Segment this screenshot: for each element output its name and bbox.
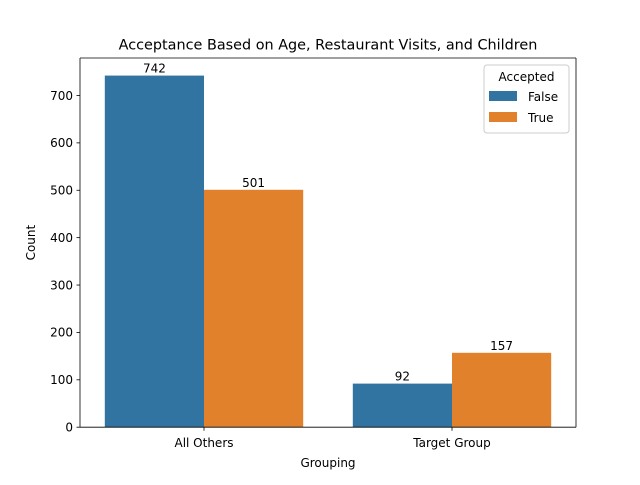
x-tick-label: All Others bbox=[174, 436, 233, 450]
y-tick-label: 100 bbox=[50, 373, 73, 387]
x-axis-ticks: All Others Target Group bbox=[174, 427, 491, 450]
chart-title: Acceptance Based on Age, Restaurant Visi… bbox=[119, 38, 538, 54]
bar-all-others-true bbox=[204, 189, 304, 428]
legend-swatch-true bbox=[489, 112, 517, 122]
y-tick-label: 0 bbox=[65, 421, 73, 435]
y-axis-label: Count bbox=[24, 224, 38, 260]
x-tick-label: Target Group bbox=[412, 436, 490, 450]
bar-labels-layer: 742 501 92 157 bbox=[143, 62, 513, 384]
x-axis-label: Grouping bbox=[300, 456, 355, 470]
y-tick-label: 500 bbox=[50, 184, 73, 198]
y-tick-label: 700 bbox=[50, 89, 73, 103]
y-tick-label: 400 bbox=[50, 231, 73, 245]
axes-frame bbox=[79, 57, 577, 428]
y-tick-label: 200 bbox=[50, 326, 73, 340]
legend-swatch-false bbox=[489, 91, 517, 101]
legend-label-true: True bbox=[527, 111, 554, 125]
legend: Accepted False True bbox=[483, 64, 570, 134]
legend-title: Accepted bbox=[499, 70, 555, 84]
y-tick-label: 600 bbox=[50, 136, 73, 150]
bar-value-label: 501 bbox=[242, 176, 265, 190]
bars-layer bbox=[104, 75, 552, 428]
bar-all-others-false bbox=[104, 75, 204, 428]
y-axis-ticks: 0 100 200 300 400 500 600 700 bbox=[50, 89, 80, 435]
bar-target-group-false bbox=[352, 383, 452, 428]
legend-label-false: False bbox=[528, 90, 558, 104]
y-tick-label: 300 bbox=[50, 278, 73, 292]
bar-target-group-true bbox=[452, 352, 552, 428]
bar-value-label: 157 bbox=[490, 339, 513, 353]
bar-value-label: 92 bbox=[395, 370, 410, 384]
bar-value-label: 742 bbox=[143, 62, 166, 76]
